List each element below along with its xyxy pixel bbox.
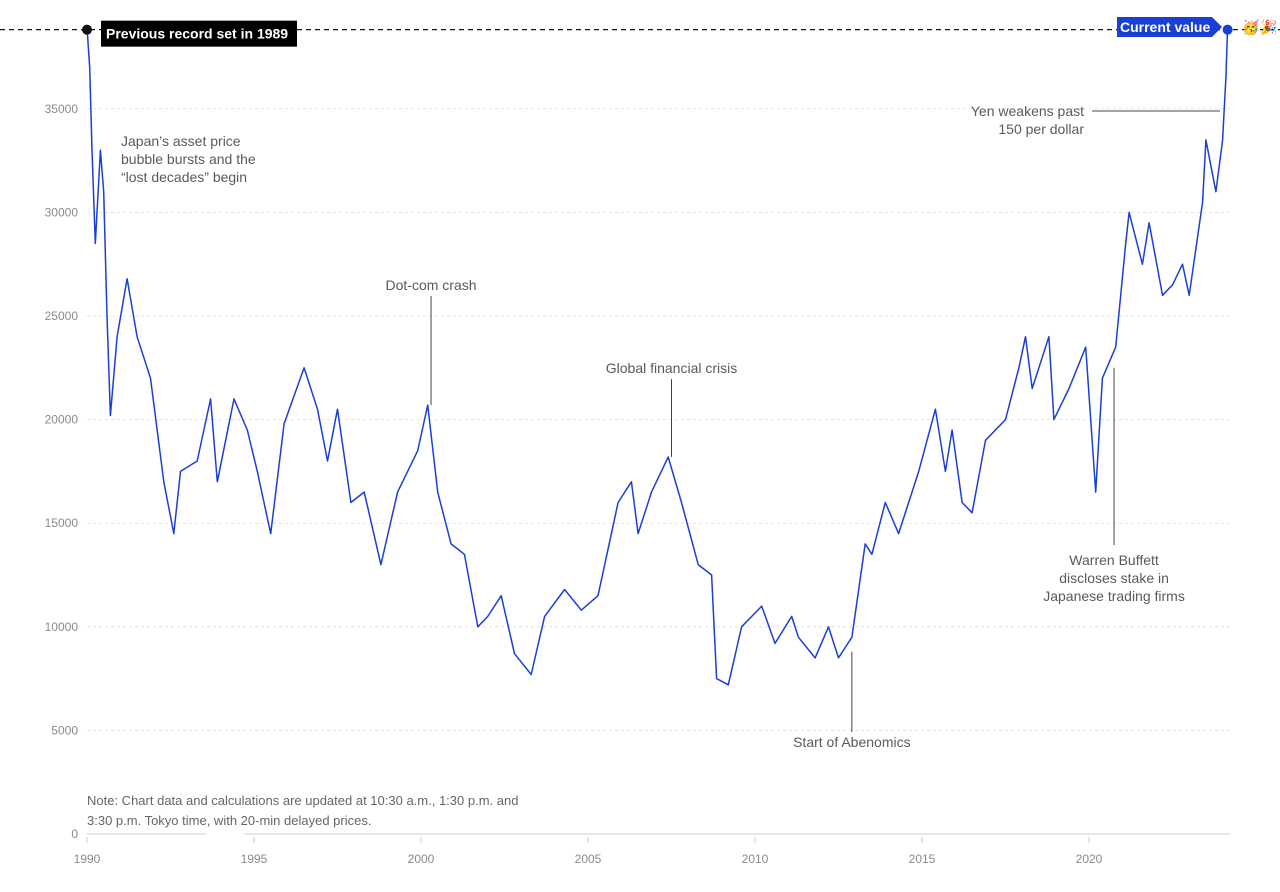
y-tick-label: 35000 xyxy=(45,102,79,116)
annotation-text: 150 per dollar xyxy=(998,121,1084,137)
annotation-text: Japan’s asset price xyxy=(121,133,241,149)
party-popper-icon: 🎉 xyxy=(1260,19,1277,36)
x-tick-label: 2015 xyxy=(909,852,936,866)
record-marker xyxy=(82,24,92,35)
y-tick-label: 30000 xyxy=(45,205,79,219)
x-tick-label: 2010 xyxy=(742,852,769,866)
y-tick-label: 20000 xyxy=(45,413,79,427)
chart-note: Note: Chart data and calculations are up… xyxy=(87,793,518,808)
y-tick-label: 25000 xyxy=(45,309,79,323)
y-tick-label: 10000 xyxy=(45,620,79,634)
y-tick-label: 15000 xyxy=(45,516,79,530)
annotation-text: Start of Abenomics xyxy=(793,734,911,750)
x-tick-label: 1990 xyxy=(74,852,101,866)
current-value-label-box xyxy=(1117,17,1222,37)
party-face-icon: 🥳 xyxy=(1242,18,1259,36)
record-label-box xyxy=(101,20,297,47)
annotation-text: bubble bursts and the xyxy=(121,151,256,167)
annotation-text: “lost decades” begin xyxy=(121,169,247,185)
nikkei-series-line xyxy=(86,27,1229,686)
x-tick-label: 2020 xyxy=(1076,852,1103,866)
annotation-text: discloses stake in xyxy=(1059,570,1169,586)
y-tick-label: 0 xyxy=(71,827,78,841)
annotation-text: Global financial crisis xyxy=(606,360,738,376)
annotation-text: Warren Buffett xyxy=(1069,552,1159,568)
current-value-label: Current value xyxy=(1120,19,1210,35)
y-tick-label: 5000 xyxy=(51,723,78,737)
annotation-text: Dot-com crash xyxy=(386,277,477,293)
chart-note: 3:30 p.m. Tokyo time, with 20-min delaye… xyxy=(87,813,371,828)
current-value-marker xyxy=(1222,24,1233,35)
x-tick-label: 2005 xyxy=(575,852,602,866)
x-tick-label: 2000 xyxy=(408,852,435,866)
x-tick-label: 1995 xyxy=(241,852,268,866)
record-label: Previous record set in 1989 xyxy=(106,26,288,42)
annotation-text: Japanese trading firms xyxy=(1043,588,1185,604)
annotation-text: Yen weakens past xyxy=(971,103,1084,119)
